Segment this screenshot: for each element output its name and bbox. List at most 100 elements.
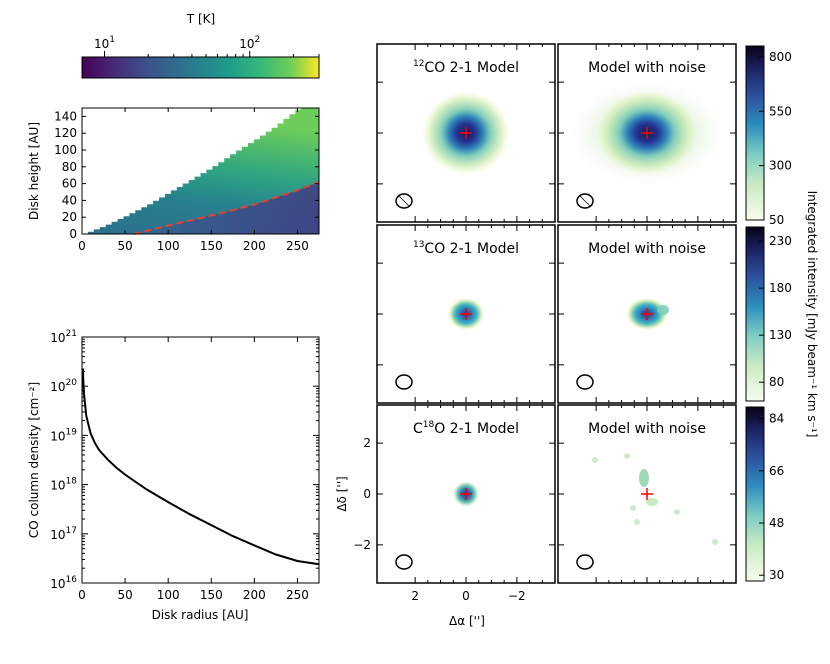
colorbar-tick-label: 84 — [769, 412, 784, 426]
colorbar-tick-label: 50 — [769, 213, 784, 227]
colorbar-tick-label: 800 — [769, 50, 792, 64]
title-rest: CO 2-1 Model — [424, 241, 519, 257]
model-panel: 12CO 2-1 Model — [376, 43, 556, 223]
model-panel: 13CO 2-1 Model — [376, 224, 556, 404]
colorbar-label: T [K] — [186, 12, 215, 26]
colorbar-gradient — [745, 406, 765, 582]
x-tick-label: 150 — [200, 588, 223, 602]
disk-temperature-map — [82, 108, 319, 234]
noise-panel: Model with noise — [557, 43, 737, 223]
noise-speck — [674, 509, 680, 515]
model-title: C18O 2-1 Model — [413, 420, 519, 437]
isotope-superscript: 12 — [413, 59, 424, 69]
colorbar-tick-label: 102 — [239, 35, 260, 51]
noise-panel: Model with noise — [557, 224, 737, 404]
y-tick-label: 100 — [54, 143, 77, 157]
intensity-colorbar: 230 180 130 80 — [745, 226, 792, 402]
tick-exponent: 2 — [254, 35, 260, 45]
colorbar-gradient — [745, 45, 765, 221]
y-tick-label: 40 — [62, 193, 77, 207]
plot-frame — [81, 107, 320, 235]
beam-ellipse — [395, 554, 413, 570]
noise-speck — [624, 453, 630, 459]
colorbar-gradient — [745, 226, 765, 402]
y-axis-label: Disk height [AU] — [27, 122, 41, 220]
beam-ellipse — [576, 554, 594, 570]
noise-speck — [712, 539, 718, 545]
y-tick-label: 60 — [62, 177, 77, 191]
tick-base: 10 — [50, 577, 65, 591]
noise-panel: Model with noise — [557, 404, 737, 584]
x-tick-label: 50 — [117, 239, 132, 253]
tick-exponent: 21 — [66, 329, 77, 339]
beam-ellipse — [395, 193, 413, 209]
colorbar-tick-label: 550 — [769, 104, 792, 118]
disk-axis-ticks: 0 50 100 150 200 250 0 20 40 60 80 100 120 140 — [54, 108, 319, 253]
noise-speck — [630, 505, 636, 511]
isotope-superscript: 13 — [413, 240, 424, 250]
noise-title: Model with noise — [588, 241, 706, 257]
noise-emission — [657, 305, 669, 315]
model-title: 12CO 2-1 Model — [413, 59, 519, 76]
tick-base: 10 — [50, 380, 65, 394]
y-tick-label: 1020 — [50, 378, 77, 394]
x-tick-label: 100 — [157, 588, 180, 602]
intensity-colorbar: 800 550 300 50 — [745, 45, 792, 227]
colorbar-tick-label: 80 — [769, 375, 784, 389]
tick-base: 10 — [50, 331, 65, 345]
x-tick-label: 0 — [78, 588, 86, 602]
tick-base: 10 — [94, 37, 109, 51]
tick-base: 10 — [50, 528, 65, 542]
y-tick-label: 1021 — [50, 329, 77, 345]
y-tick-label: 1017 — [50, 526, 77, 542]
x-tick-label: 2 — [411, 589, 419, 603]
colorbar-tick-label: 48 — [769, 516, 784, 530]
colorbar-tick-label: 230 — [769, 234, 792, 248]
tick-base: 10 — [239, 37, 254, 51]
noise-title: Model with noise — [588, 421, 706, 437]
x-axis-label: Δα [''] — [449, 614, 485, 628]
model-title: 13CO 2-1 Model — [413, 240, 519, 257]
y-tick-label: 20 — [62, 210, 77, 224]
x-tick-label: 150 — [200, 239, 223, 253]
title-rest: O 2-1 Model — [434, 421, 519, 437]
colorbar-tick-label: 180 — [769, 281, 792, 295]
intensity-colorbar: 84 66 48 30 — [745, 406, 784, 582]
tick-exponent: 19 — [66, 427, 78, 437]
y-tick-label: −2 — [353, 538, 371, 552]
beam-ellipse — [576, 374, 594, 390]
disk-structure-panel: 0 50 100 150 200 250 0 20 40 60 80 100 120 140 Disk h… — [27, 107, 320, 253]
x-tick-label: 250 — [286, 588, 309, 602]
title-prefix: C — [413, 421, 423, 437]
tick-exponent: 1 — [109, 35, 115, 45]
y-tick-label: 120 — [54, 126, 77, 140]
y-tick-label: 1019 — [50, 427, 77, 443]
noise-speck — [592, 457, 598, 463]
dashed-line — [133, 180, 320, 235]
noise-speck — [634, 519, 640, 525]
tick-exponent: 17 — [66, 526, 77, 536]
plot-frame — [81, 336, 320, 584]
colorbar-axis-label: Integrated intensity [mJy beam⁻¹ km s⁻¹] — [805, 191, 819, 438]
y-tick-label: 1018 — [50, 477, 77, 493]
colorbar-tick-label: 101 — [94, 35, 115, 51]
colorbar-tick-label: 66 — [769, 464, 784, 478]
channel-map-colorbars: 800 550 300 50 230 180 130 80 84 66 48 30 — [745, 45, 792, 582]
disk-midplane-region — [133, 181, 319, 234]
x-tick-label: 50 — [117, 588, 132, 602]
x-tick-label: 200 — [243, 588, 266, 602]
noise-emission — [639, 469, 649, 487]
y-axis-label: Δδ [''] — [335, 476, 349, 511]
tick-exponent: 16 — [66, 575, 78, 585]
beam-ellipse — [395, 374, 413, 390]
x-tick-label: 200 — [243, 239, 266, 253]
y-tick-label: 2 — [363, 436, 371, 450]
y-tick-label: 0 — [363, 487, 371, 501]
tick-base: 10 — [50, 429, 65, 443]
beam-hatch — [579, 195, 591, 207]
temperature-colorbar: T [K] 101 102 — [81, 12, 320, 79]
column-density-curve — [81, 368, 320, 566]
colorbar-gradient — [81, 56, 320, 79]
